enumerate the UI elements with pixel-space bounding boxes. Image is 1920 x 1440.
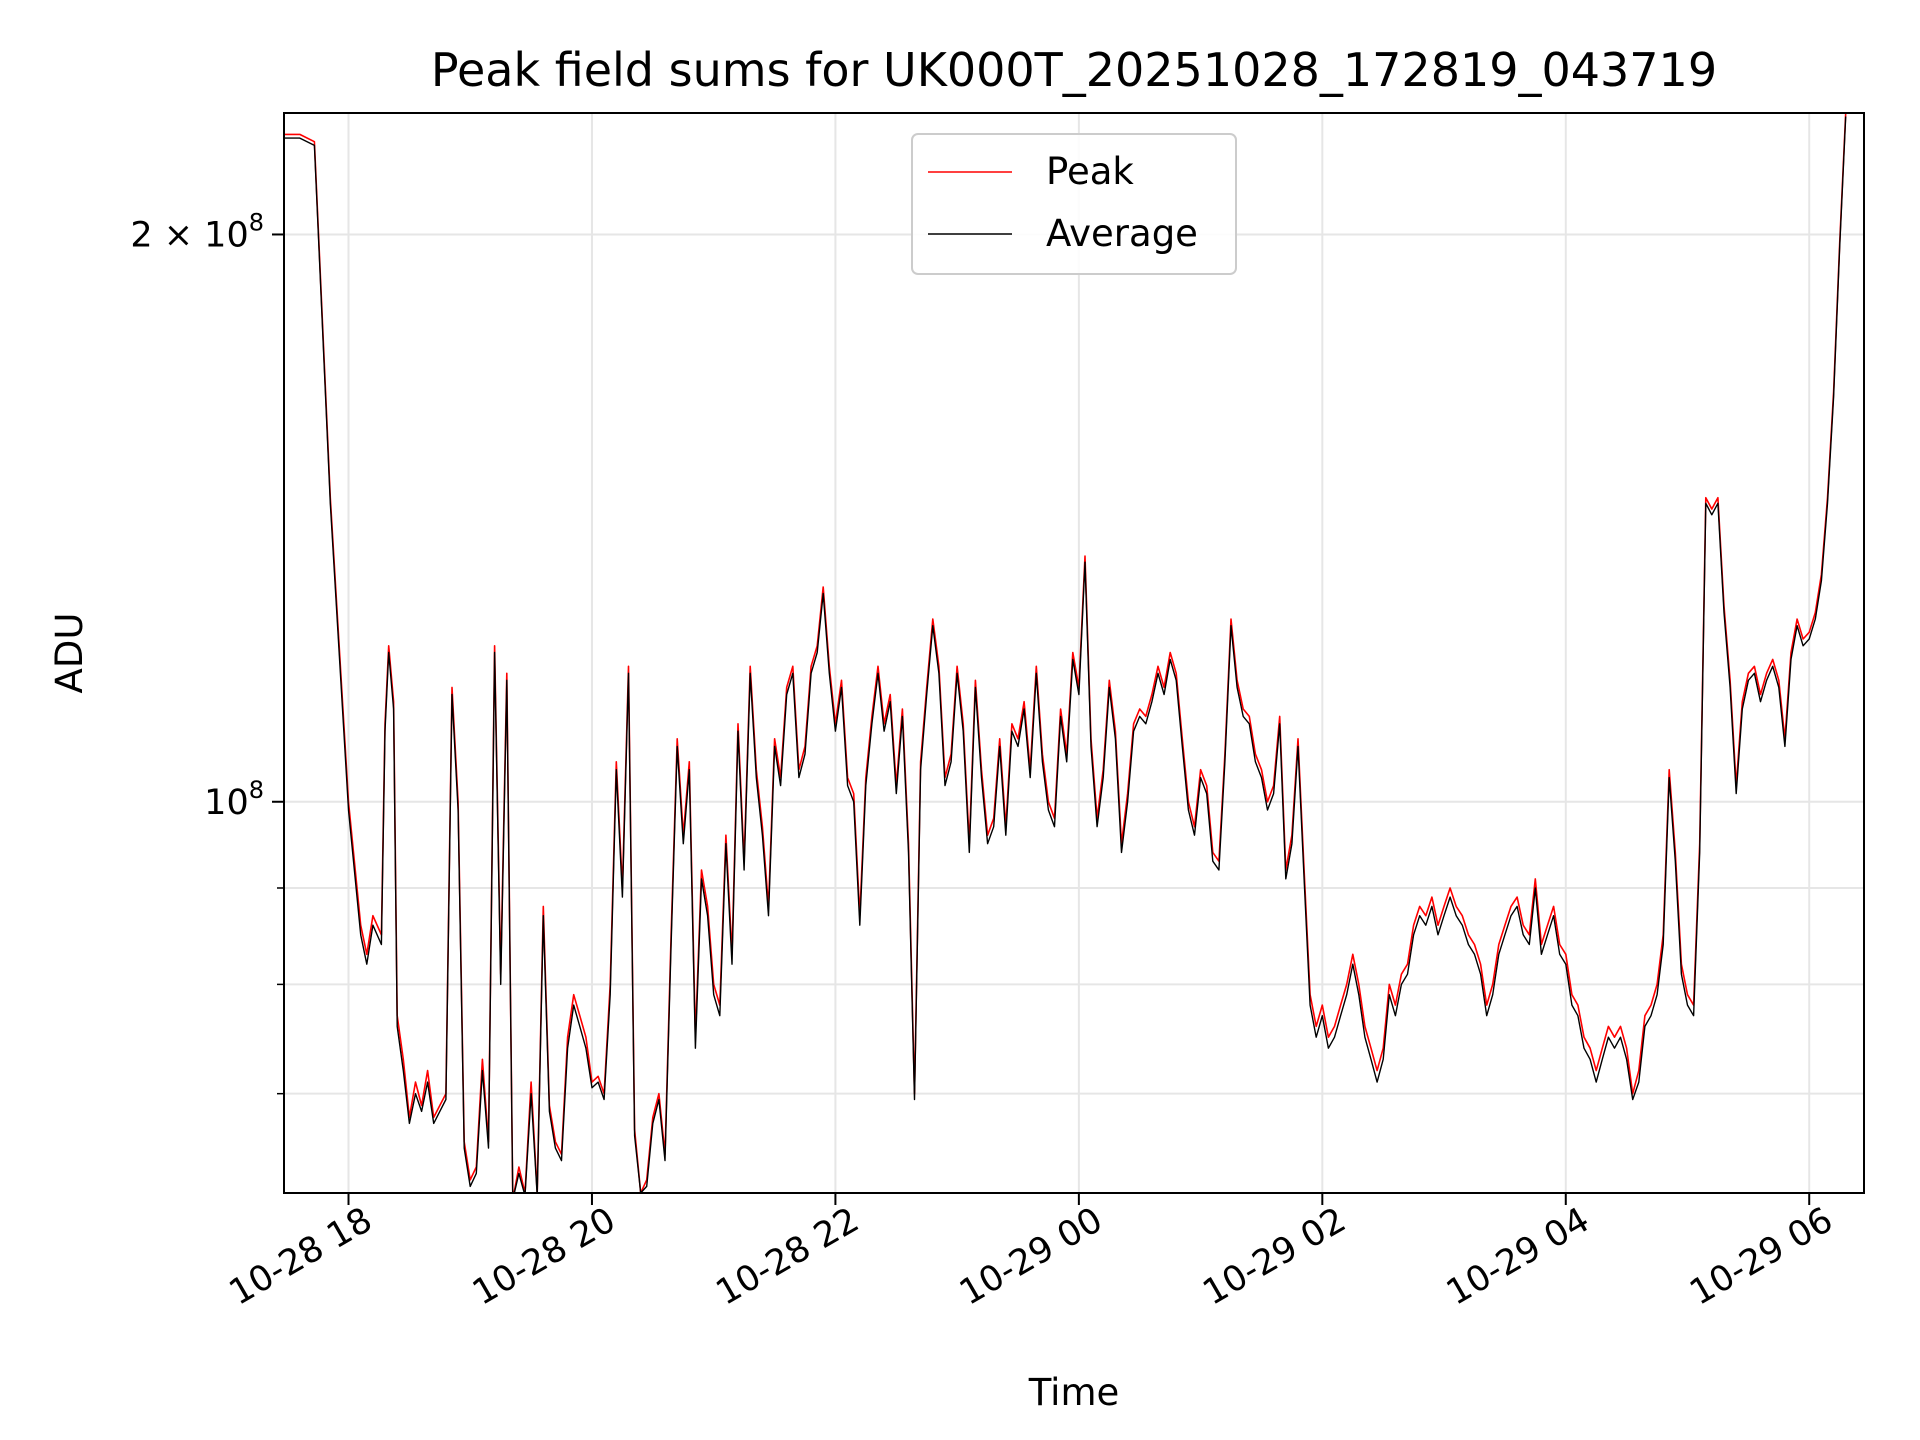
legend-label-peak: Peak (1046, 150, 1134, 193)
plot-frame (283, 112, 1865, 1194)
series-line-peak (284, 113, 1847, 1193)
legend-box (911, 133, 1237, 275)
legend: Peak Average (911, 133, 1237, 275)
y-axis-label: ADU (48, 613, 91, 694)
y-axis: 108 2 × 108 (130, 208, 284, 1095)
grid (284, 113, 1864, 1193)
chart-title: Peak field sums for UK000T_20251028_1728… (431, 43, 1717, 97)
x-axis-label: Time (1028, 1371, 1120, 1414)
legend-label-average: Average (1046, 212, 1198, 255)
y-tick-label: 2 × 108 (130, 208, 264, 255)
y-tick-label: 108 (204, 776, 264, 823)
series-line-average (284, 116, 1847, 1193)
plot-area (284, 113, 1847, 1193)
